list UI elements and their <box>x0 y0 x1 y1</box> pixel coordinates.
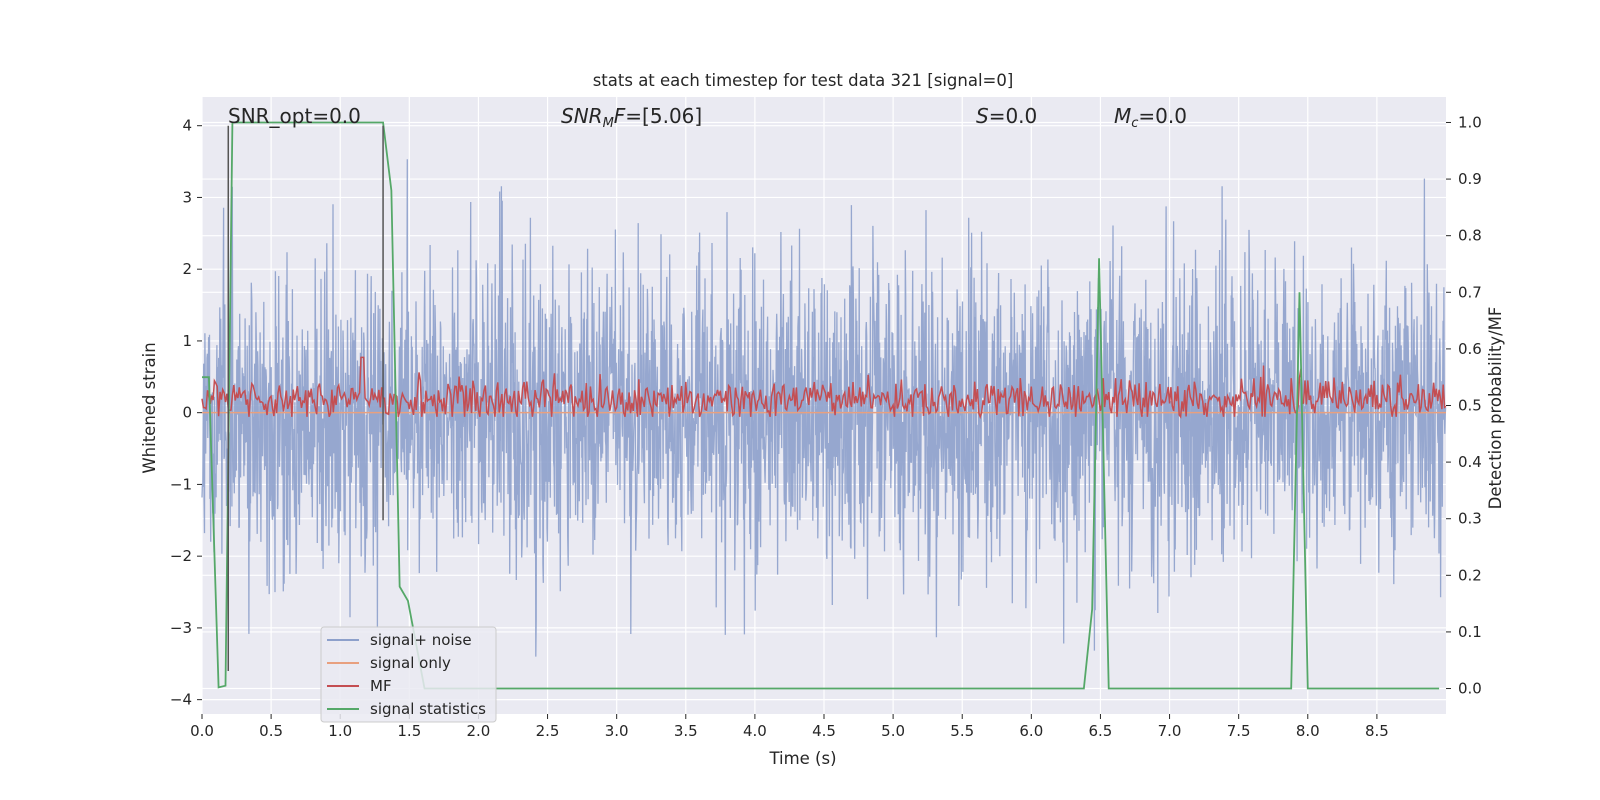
x-tick-label: 8.5 <box>1365 722 1389 740</box>
legend: signal+ noise signal only MF signal stat… <box>320 626 497 723</box>
y-right-tick-label: 0.4 <box>1458 453 1482 471</box>
line-signal-statistics <box>202 121 1440 690</box>
y-left-tick-label: 1 <box>182 332 192 350</box>
y-right-tick-label: 0.5 <box>1458 397 1482 415</box>
y-right-tick-label: 0.9 <box>1458 170 1482 188</box>
annotation-s: S=0.0 <box>976 104 1037 128</box>
y-right-tick-label: 0.1 <box>1458 623 1482 641</box>
line-signal-noise <box>201 159 1447 657</box>
x-tick-label: 5.5 <box>950 722 974 740</box>
x-axis-label: Time (s) <box>768 749 836 768</box>
y-left-tick-label: 2 <box>182 260 192 278</box>
line-mf <box>201 356 1447 420</box>
y-right-tick-label: 0.0 <box>1458 680 1482 698</box>
series-signal-noise <box>201 159 1447 657</box>
series-signal-statistics <box>202 121 1440 690</box>
y-right-tick-label: 0.8 <box>1458 227 1482 245</box>
x-tick-label: 3.5 <box>674 722 698 740</box>
chart-title: stats at each timestep for test data 321… <box>593 71 1014 90</box>
annotation-mc: Mc=0.0 <box>1114 104 1187 131</box>
vertical-markers <box>227 125 384 671</box>
x-tick-label: 6.5 <box>1089 722 1113 740</box>
y-right-tick-label: 0.7 <box>1458 283 1482 301</box>
x-tick-label: 6.0 <box>1019 722 1043 740</box>
legend-label-stats: signal statistics <box>370 700 486 718</box>
y-right-tick-label: 0.3 <box>1458 510 1482 528</box>
x-tick-label: 0.5 <box>259 722 283 740</box>
legend-label-signal: signal only <box>370 654 451 672</box>
x-tick-label: 2.0 <box>467 722 491 740</box>
x-tick-label: 4.0 <box>743 722 767 740</box>
x-tick-label: 4.5 <box>812 722 836 740</box>
axis-ticks: 0.0 0.5 1.0 1.5 2.0 2.5 3.0 3.5 4.0 4.5 5.0 5.5 6.0 6… <box>170 113 1482 740</box>
x-tick-label: 2.5 <box>536 722 560 740</box>
y-axis-left-label: Whitened strain <box>140 342 159 473</box>
x-tick-label: 8.0 <box>1296 722 1320 740</box>
y-left-tick-label: 4 <box>182 117 192 135</box>
y-right-tick-label: 0.2 <box>1458 566 1482 584</box>
annotation-snr-opt: SNR_opt=0.0 <box>228 104 361 128</box>
legend-label-noise: signal+ noise <box>370 631 472 649</box>
x-tick-label: 7.5 <box>1227 722 1251 740</box>
y-left-tick-label: −3 <box>170 619 192 637</box>
y-axis-right-label: Detection probability/MF <box>1486 307 1505 510</box>
y-left-tick-label: −1 <box>170 475 192 493</box>
x-tick-label: 1.5 <box>397 722 421 740</box>
x-tick-label: 7.0 <box>1158 722 1182 740</box>
annotation-snr-mf: SNRMF=[5.06] <box>561 104 702 131</box>
y-left-tick-label: 0 <box>182 404 192 422</box>
x-tick-label: 3.0 <box>605 722 629 740</box>
x-tick-label: 1.0 <box>328 722 352 740</box>
legend-box <box>320 626 497 723</box>
x-tick-label: 0.0 <box>190 722 214 740</box>
x-tick-label: 5.0 <box>881 722 905 740</box>
y-right-tick-label: 0.6 <box>1458 340 1482 358</box>
y-left-tick-label: −4 <box>170 691 192 709</box>
y-right-tick-label: 1.0 <box>1458 113 1482 131</box>
legend-label-mf: MF <box>370 677 392 695</box>
y-left-tick-label: −2 <box>170 547 192 565</box>
y-left-tick-label: 3 <box>182 188 192 206</box>
series-mf <box>201 356 1447 420</box>
